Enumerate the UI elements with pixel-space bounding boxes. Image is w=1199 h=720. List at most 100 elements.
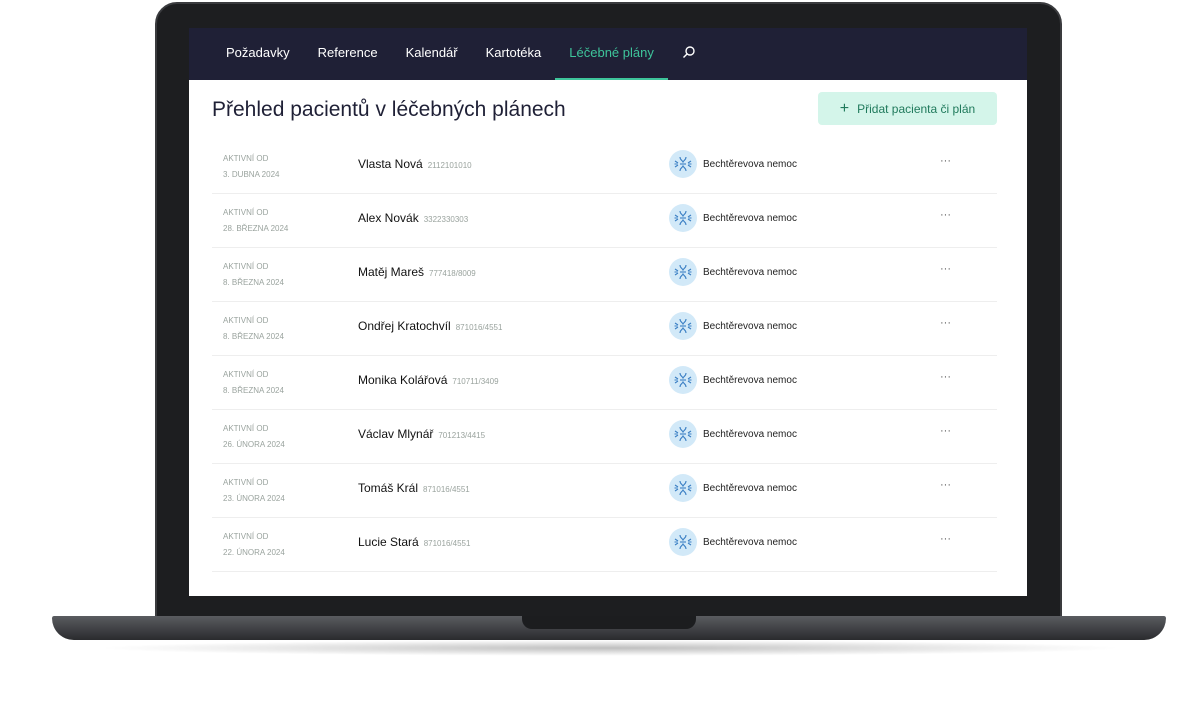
- since-date: 8. BŘEZNA 2024: [223, 386, 284, 395]
- active-since: AKTIVNÍ OD 8. BŘEZNA 2024: [223, 259, 284, 291]
- nav-tab-3[interactable]: Kartotéka: [485, 45, 542, 60]
- active-since: AKTIVNÍ OD 28. BŘEZNA 2024: [223, 205, 288, 237]
- more-options-button[interactable]: ···: [940, 317, 951, 329]
- patient-name-cell: Monika Kolářová 710711/3409: [358, 373, 499, 387]
- patient-id: 871016/4551: [423, 485, 470, 494]
- since-label: AKTIVNÍ OD: [223, 532, 269, 541]
- diagnosis: Bechtěrevova nemoc: [669, 366, 797, 394]
- table-row[interactable]: AKTIVNÍ OD 3. DUBNA 2024 Vlasta Nová 21121…: [212, 140, 997, 194]
- patient-name-cell: Matěj Mareš 777418/8009: [358, 265, 476, 279]
- diagnosis: Bechtěrevova nemoc: [669, 204, 797, 232]
- nav-tab-1[interactable]: Reference: [317, 45, 378, 60]
- joint-icon: [669, 474, 697, 502]
- table-row[interactable]: AKTIVNÍ OD 22. ÚNORA 2024 Lucie Stará 8710…: [212, 518, 997, 572]
- add-patient-label: Přidat pacienta či plán: [857, 101, 976, 116]
- patient-name[interactable]: Ondřej Kratochvíl: [358, 319, 451, 333]
- since-date: 23. ÚNORA 2024: [223, 494, 285, 503]
- diagnosis-label: Bechtěrevova nemoc: [703, 212, 797, 224]
- diagnosis-label: Bechtěrevova nemoc: [703, 428, 797, 440]
- more-options-button[interactable]: ···: [940, 155, 951, 167]
- joint-icon: [669, 258, 697, 286]
- table-row[interactable]: AKTIVNÍ OD 26. ÚNORA 2024 Václav Mlynář 70…: [212, 410, 997, 464]
- active-since: AKTIVNÍ OD 3. DUBNA 2024: [223, 151, 279, 183]
- since-date: 8. BŘEZNA 2024: [223, 332, 284, 341]
- patient-name-cell: Ondřej Kratochvíl 871016/4551: [358, 319, 502, 333]
- plus-icon: +: [839, 99, 850, 117]
- since-label: AKTIVNÍ OD: [223, 262, 269, 271]
- more-options-button[interactable]: ···: [940, 533, 951, 545]
- more-options-button[interactable]: ···: [940, 479, 951, 491]
- nav-tab-0[interactable]: Požadavky: [226, 45, 290, 60]
- joint-icon: [669, 312, 697, 340]
- more-options-button[interactable]: ···: [940, 425, 951, 437]
- since-date: 28. BŘEZNA 2024: [223, 224, 289, 233]
- table-row[interactable]: AKTIVNÍ OD 23. ÚNORA 2024 Tomáš Král 87101…: [212, 464, 997, 518]
- since-label: AKTIVNÍ OD: [223, 424, 269, 433]
- table-row[interactable]: AKTIVNÍ OD 8. BŘEZNA 2024 Matěj Mareš 7774…: [212, 248, 997, 302]
- patient-id: 710711/3409: [452, 377, 499, 386]
- since-date: 22. ÚNORA 2024: [223, 548, 285, 557]
- more-options-button[interactable]: ···: [940, 371, 951, 383]
- add-patient-button[interactable]: + Přidat pacienta či plán: [818, 92, 997, 125]
- diagnosis-label: Bechtěrevova nemoc: [703, 266, 797, 278]
- page-title: Přehled pacientů v léčebných plánech: [212, 98, 566, 121]
- patient-name[interactable]: Vlasta Nová: [358, 157, 423, 171]
- diagnosis: Bechtěrevova nemoc: [669, 258, 797, 286]
- top-nav: Požadavky Reference Kalendář Kartotéka Léčeb…: [189, 28, 1027, 80]
- patient-name[interactable]: Tomáš Král: [358, 481, 419, 495]
- since-date: 3. DUBNA 2024: [223, 170, 280, 179]
- table-row[interactable]: AKTIVNÍ OD 28. BŘEZNA 2024 Alex Novák 3322…: [212, 194, 997, 248]
- laptop-shadow: [95, 640, 1125, 656]
- active-since: AKTIVNÍ OD 8. BŘEZNA 2024: [223, 313, 284, 345]
- patient-name[interactable]: Václav Mlynář: [358, 427, 434, 441]
- patient-name[interactable]: Matěj Mareš: [358, 265, 425, 279]
- joint-icon: [669, 420, 697, 448]
- joint-icon: [669, 366, 697, 394]
- patient-name[interactable]: Alex Novák: [358, 211, 419, 225]
- patient-name-cell: Tomáš Král 871016/4551: [358, 481, 470, 495]
- active-since: AKTIVNÍ OD 8. BŘEZNA 2024: [223, 367, 284, 399]
- since-label: AKTIVNÍ OD: [223, 370, 269, 379]
- diagnosis: Bechtěrevova nemoc: [669, 474, 797, 502]
- patient-name-cell: Alex Novák 3322330303: [358, 211, 468, 225]
- diagnosis: Bechtěrevova nemoc: [669, 150, 797, 178]
- diagnosis: Bechtěrevova nemoc: [669, 528, 797, 556]
- patient-id: 701213/4415: [438, 431, 486, 440]
- diagnosis-label: Bechtěrevova nemoc: [703, 374, 797, 386]
- diagnosis: Bechtěrevova nemoc: [669, 420, 797, 448]
- table-row[interactable]: AKTIVNÍ OD 8. BŘEZNA 2024 Ondřej Kratochv…: [212, 302, 997, 356]
- app-screen: Požadavky Reference Kalendář Kartotéka Léčeb…: [189, 28, 1027, 596]
- since-label: AKTIVNÍ OD: [223, 208, 269, 217]
- patient-id: 871016/4551: [423, 539, 471, 548]
- search-icon[interactable]: [682, 45, 696, 64]
- nav-tab-2[interactable]: Kalendář: [405, 45, 458, 60]
- diagnosis-label: Bechtěrevova nemoc: [703, 158, 797, 170]
- patient-name[interactable]: Monika Kolářová: [358, 373, 448, 387]
- laptop-notch: [522, 616, 696, 629]
- patient-name[interactable]: Lucie Stará: [358, 535, 419, 549]
- diagnosis: Bechtěrevova nemoc: [669, 312, 797, 340]
- more-options-button[interactable]: ···: [940, 209, 951, 221]
- active-since: AKTIVNÍ OD 23. ÚNORA 2024: [223, 475, 285, 507]
- since-label: AKTIVNÍ OD: [223, 154, 269, 163]
- since-label: AKTIVNÍ OD: [223, 478, 269, 487]
- patient-id: 871016/4551: [455, 323, 503, 332]
- patient-id: 3322330303: [423, 215, 469, 224]
- since-date: 8. BŘEZNA 2024: [223, 278, 284, 287]
- diagnosis-label: Bechtěrevova nemoc: [703, 320, 797, 332]
- patient-list: AKTIVNÍ OD 3. DUBNA 2024 Vlasta Nová 21121…: [212, 140, 997, 572]
- joint-icon: [669, 150, 697, 178]
- patient-name-cell: Lucie Stará 871016/4551: [358, 535, 470, 549]
- joint-icon: [669, 204, 697, 232]
- since-date: 26. ÚNORA 2024: [223, 440, 285, 449]
- more-options-button[interactable]: ···: [940, 263, 951, 275]
- diagnosis-label: Bechtěrevova nemoc: [703, 482, 797, 494]
- table-row[interactable]: AKTIVNÍ OD 8. BŘEZNA 2024 Monika Kolářová…: [212, 356, 997, 410]
- nav-tab-4[interactable]: Léčebné plány: [555, 28, 668, 80]
- active-since: AKTIVNÍ OD 26. ÚNORA 2024: [223, 421, 285, 453]
- patient-id: 777418/8009: [429, 269, 476, 278]
- patient-id: 2112101010: [427, 161, 472, 170]
- joint-icon: [669, 528, 697, 556]
- since-label: AKTIVNÍ OD: [223, 316, 269, 325]
- active-since: AKTIVNÍ OD 22. ÚNORA 2024: [223, 529, 285, 561]
